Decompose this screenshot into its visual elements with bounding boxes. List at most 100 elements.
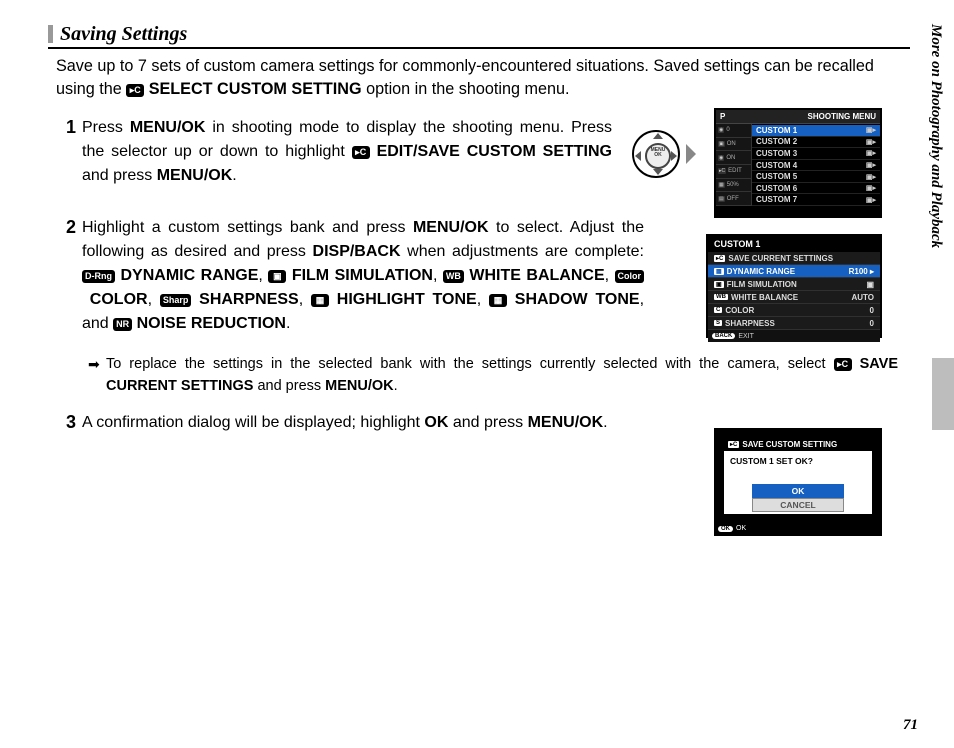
lcd2-row: WBWHITE BALANCEAUTO xyxy=(708,291,880,304)
drng-chip: D-Rng xyxy=(82,270,115,283)
heading-bar xyxy=(48,25,53,43)
lcd1-tab: ◉ON xyxy=(716,151,751,165)
lcd2-back-btn: BACK xyxy=(712,333,735,339)
s2-a: Highlight a custom settings bank and pre… xyxy=(82,219,413,236)
dpad-icon xyxy=(632,130,680,178)
nr-chip: NR xyxy=(113,318,132,331)
lcd2-row: ▦DYNAMIC RANGER100 ▸ xyxy=(708,265,880,278)
lcd1-header: P SHOOTING MENU xyxy=(716,110,880,124)
lcd3-question: CUSTOM 1 SET OK? xyxy=(724,451,872,471)
note-b: and press xyxy=(253,378,325,394)
page-number: 71 xyxy=(903,717,918,734)
lcd1-row: CUSTOM 1▣▸ xyxy=(752,125,880,137)
step-2-body: Highlight a custom settings bank and pre… xyxy=(82,216,644,336)
hi-chip: ▦ xyxy=(311,294,329,307)
lcd1-tab: ▤OFF xyxy=(716,192,751,206)
sharp-label: SHARPNESS xyxy=(199,291,299,308)
s1-e: . xyxy=(232,167,236,184)
lcd1-row: CUSTOM 7▣▸ xyxy=(752,194,880,206)
sharp-chip: Sharp xyxy=(160,294,192,307)
lcd3-ftr-txt: OK xyxy=(736,525,746,532)
s3-c: . xyxy=(603,414,607,431)
step-3-num: 3 xyxy=(62,411,82,435)
drng-label: DYNAMIC RANGE xyxy=(120,267,258,284)
lcd3-header: ▸C SAVE CUSTOM SETTING xyxy=(724,438,872,451)
lcd2-row: CCOLOR0 xyxy=(708,304,880,317)
lcd-shooting-menu: P SHOOTING MENU ◉0▣ON◉ON▸CEDIT▦50%▤OFF C… xyxy=(714,108,882,218)
lcd2-row: SSHARPNESS0 xyxy=(708,317,880,330)
lcd2-title: CUSTOM 1 xyxy=(708,236,880,252)
lcd-confirm: ▸C SAVE CUSTOM SETTING CUSTOM 1 SET OK? … xyxy=(714,428,882,536)
note-bullet: ➡ xyxy=(88,354,106,398)
s3-menuok: MENU/OK xyxy=(528,414,604,431)
note-body: To replace the settings in the selected … xyxy=(106,354,898,398)
lcd2-footer: BACK EXIT xyxy=(708,330,880,342)
lcd1-tab: ▸CEDIT xyxy=(716,165,751,179)
lcd3-buttons: OK CANCEL xyxy=(752,484,844,512)
wb-label: WHITE BALANCE xyxy=(469,267,604,284)
lcd1-tabs: ◉0▣ON◉ON▸CEDIT▦50%▤OFF xyxy=(716,124,752,206)
lcd1-list: CUSTOM 1▣▸CUSTOM 2▣▸CUSTOM 3▣▸CUSTOM 4▣▸… xyxy=(752,124,880,206)
dpad-arrow-icon xyxy=(686,144,696,164)
color-chip: Color xyxy=(615,270,645,283)
s2-dispback: DISP/BACK xyxy=(313,243,401,260)
select-custom-chip: ▸C xyxy=(126,84,144,97)
intro-paragraph: Save up to 7 sets of custom camera setti… xyxy=(56,55,906,102)
intro-bold: SELECT CUSTOM SETTING xyxy=(149,80,362,98)
sh-label: SHADOW TONE xyxy=(515,291,640,308)
intro-c: option in the shooting menu. xyxy=(366,80,569,98)
lcd3-ok-btn: OK xyxy=(752,484,844,498)
s1-d: and press xyxy=(82,167,157,184)
lcd1-title: SHOOTING MENU xyxy=(808,112,876,121)
hi-label: HIGHLIGHT TONE xyxy=(337,291,477,308)
s1-c: EDIT/SAVE CUSTOM SET­TING xyxy=(377,143,612,160)
edit-save-chip: ▸C xyxy=(352,146,370,159)
s3-ok: OK xyxy=(424,414,448,431)
step-1-body: Press MENU/OK in shooting mode to displa… xyxy=(82,116,612,188)
lcd-custom1: CUSTOM 1 ▸CSAVE CURRENT SETTINGS▦DYNAMIC… xyxy=(706,234,882,338)
s3-b: and press xyxy=(448,414,527,431)
s2-c: when adjust­ments are complete: xyxy=(401,243,644,260)
lcd2-row: ▸CSAVE CURRENT SETTINGS xyxy=(708,252,880,265)
lcd3-hdr-text: SAVE CUSTOM SETTING xyxy=(742,440,837,449)
lcd1-row: CUSTOM 2▣▸ xyxy=(752,137,880,149)
heading-text: Saving Settings xyxy=(60,23,187,46)
lcd2-list: ▸CSAVE CURRENT SETTINGS▦DYNAMIC RANGER10… xyxy=(708,252,880,330)
s2-menuok: MENU/OK xyxy=(413,219,489,236)
sh-chip: ▦ xyxy=(489,294,507,307)
lcd1-row: CUSTOM 4▣▸ xyxy=(752,160,880,172)
step-2-num: 2 xyxy=(62,216,82,336)
lcd3-cancel-btn: CANCEL xyxy=(752,498,844,512)
side-tab-label: More on Photography and Playback xyxy=(922,24,944,354)
film-chip: ▣ xyxy=(268,270,286,283)
lcd3-hdr-icon: ▸C xyxy=(728,441,739,448)
lcd1-tab: ▣ON xyxy=(716,138,751,152)
s3-a: A confirmation dialog will be displayed;… xyxy=(82,414,424,431)
step-1-num: 1 xyxy=(62,116,82,188)
film-label: FILM SIMULATION xyxy=(292,267,433,284)
replace-note: ➡ To replace the settings in the selecte… xyxy=(88,354,898,398)
nr-label: NOISE REDUCTION xyxy=(137,315,286,332)
s1-a: Press xyxy=(82,119,130,136)
color-label: COLOR xyxy=(90,291,148,308)
lcd3-ftr-btn: OK xyxy=(718,526,733,532)
lcd1-row: CUSTOM 3▣▸ xyxy=(752,148,880,160)
s1-menuok2: MENU/OK xyxy=(157,167,233,184)
lcd2-row: ▣FILM SIMULATION▣ xyxy=(708,278,880,291)
lcd1-tab: ◉0 xyxy=(716,124,751,138)
lcd1-row: CUSTOM 6▣▸ xyxy=(752,183,880,195)
lcd1-row: CUSTOM 5▣▸ xyxy=(752,171,880,183)
lcd2-exit: EXIT xyxy=(738,333,754,340)
wb-chip: WB xyxy=(443,270,464,283)
note-a: To replace the settings in the selected … xyxy=(106,356,834,372)
section-heading: Saving Settings xyxy=(48,22,910,49)
lcd1-mode: P xyxy=(720,112,725,121)
step-3-body: A confirmation dialog will be displayed;… xyxy=(82,411,722,435)
note-c: . xyxy=(394,378,398,394)
note-menuok: MENU/OK xyxy=(325,378,393,394)
lcd3-footer: OK OK xyxy=(718,525,746,532)
side-tab-marker xyxy=(932,358,954,430)
dpad-graphic xyxy=(632,130,696,178)
lcd1-tab: ▦50% xyxy=(716,179,751,193)
s1-menuok1: MENU/OK xyxy=(130,119,206,136)
